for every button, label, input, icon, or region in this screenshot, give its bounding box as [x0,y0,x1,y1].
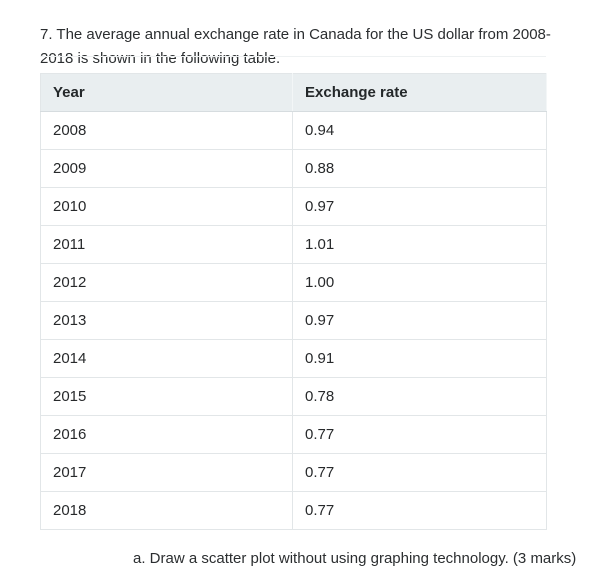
rate-cell: 0.91 [292,339,547,378]
year-cell: 2015 [40,377,293,416]
rate-cell: 0.88 [292,149,547,188]
year-cell: 2016 [40,415,293,454]
question-text: 7. The average annual exchange rate in C… [40,26,551,67]
table-row: 2016 0.77 [40,415,547,454]
table-row: 2012 1.00 [40,263,547,302]
rate-cell: 1.00 [292,263,547,302]
rate-cell: 0.94 [292,111,547,150]
clipped-question-text: a. Draw a scatter plot without using gra… [133,550,577,567]
table-row: 2009 0.88 [40,149,547,188]
table-row: 2018 0.77 [40,491,547,530]
year-cell: 2014 [40,339,293,378]
rate-cell: 0.97 [292,301,547,340]
rate-cell: 0.97 [292,187,547,226]
year-cell: 2013 [40,301,293,340]
year-cell: 2009 [40,149,293,188]
exchange-rate-table: Year Exchange rate 2008 0.94 2009 0.88 2… [40,73,547,530]
year-cell: 2018 [40,491,293,530]
horizontal-divider [40,56,546,57]
table-row: 2011 1.01 [40,225,547,264]
rate-cell: 1.01 [292,225,547,264]
rate-cell: 0.77 [292,415,547,454]
year-cell: 2011 [40,225,293,264]
rate-cell: 0.78 [292,377,547,416]
year-cell: 2012 [40,263,293,302]
table-row: 2008 0.94 [40,111,547,150]
table-row: 2015 0.78 [40,377,547,416]
table-row: 2014 0.91 [40,339,547,378]
table-header-rate: Exchange rate [292,73,547,112]
table-header-year: Year [40,73,293,112]
year-cell: 2010 [40,187,293,226]
table-header-row: Year Exchange rate [40,73,547,112]
year-cell: 2017 [40,453,293,492]
table-row: 2013 0.97 [40,301,547,340]
rate-cell: 0.77 [292,491,547,530]
table-row: 2010 0.97 [40,187,547,226]
table-row: 2017 0.77 [40,453,547,492]
rate-cell: 0.77 [292,453,547,492]
year-cell: 2008 [40,111,293,150]
